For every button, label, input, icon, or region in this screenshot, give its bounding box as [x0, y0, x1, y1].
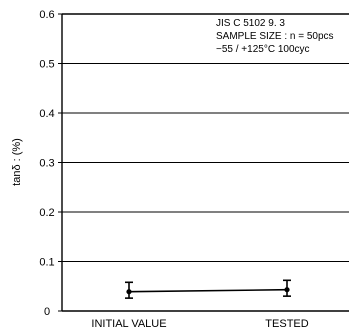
y-tick-labels: 0 0.1 0.2 0.3 0.4 0.5 0.6	[39, 9, 62, 318]
x-category-labels: INITIAL VALUE TESTED	[91, 318, 308, 330]
series-line	[128, 288, 288, 293]
y-tick-label: 0.3	[39, 158, 54, 170]
test-conditions-note: JIS C 5102 9. 3 SAMPLE SIZE : n = 50pcs …	[216, 18, 334, 55]
y-axis-label: tanδ : (%)	[11, 138, 23, 186]
y-tick-label: 0	[44, 306, 50, 318]
y-tick-label: 0.4	[39, 108, 54, 120]
x-category-label: INITIAL VALUE	[91, 318, 166, 330]
note-line-1: JIS C 5102 9. 3	[216, 18, 285, 29]
series	[125, 279, 291, 299]
data-point	[284, 287, 290, 293]
y-tick-label: 0.5	[39, 59, 54, 71]
grid	[62, 63, 349, 262]
note-line-2: SAMPLE SIZE : n = 50pcs	[216, 31, 334, 42]
data-point	[126, 289, 132, 295]
y-tick-label: 0.6	[39, 9, 54, 21]
note-line-3: −55 / +125°C 100cyc	[216, 44, 310, 55]
x-category-label: TESTED	[265, 318, 308, 330]
y-tick-label: 0.2	[39, 207, 54, 219]
y-tick-label: 0.1	[39, 257, 54, 269]
